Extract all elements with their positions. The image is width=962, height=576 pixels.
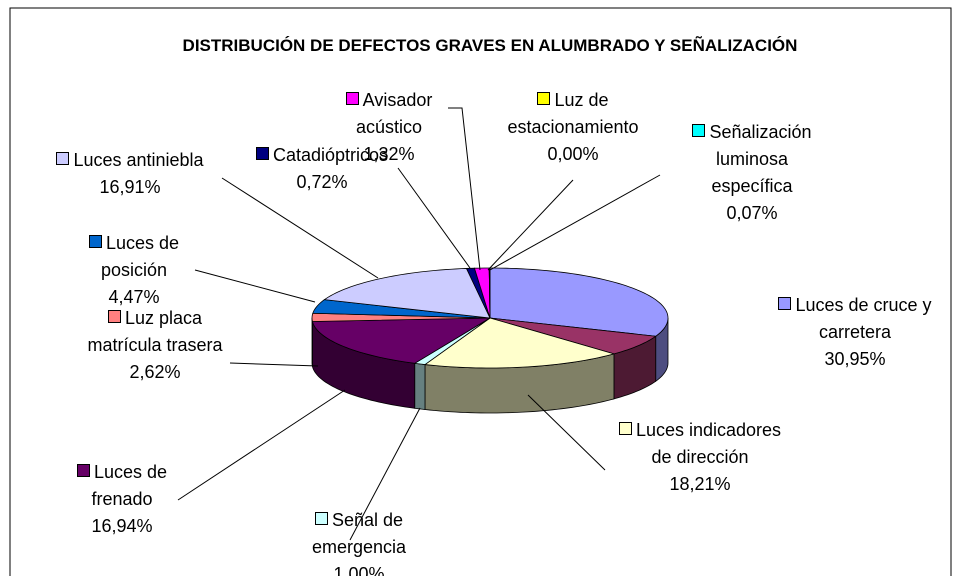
legend-key [88,235,102,248]
slice [489,317,657,355]
slice [323,268,491,319]
label-name: Luces de cruce y carretera [795,295,932,342]
data-label: Señal de emergencia 1,00% [284,507,434,576]
leader-line [177,389,346,501]
leader-line [229,362,319,367]
leader-line [194,269,316,303]
label-name: Luces antiniebla [73,150,204,170]
leader-line [221,177,379,279]
leader-line [349,407,421,541]
label-name: Avisador acústico [355,90,433,137]
leader-line [527,394,606,471]
data-label: Luces antiniebla 16,91% [32,147,228,201]
label-value: 1,32% [363,144,415,164]
label-value: 0,72% [296,172,348,192]
label-value: 2,62% [129,362,181,382]
label-value: 16,91% [99,177,161,197]
legend-key [778,297,792,310]
data-label: Avisador acústico 1,32% [333,87,445,168]
slice [423,317,616,369]
data-label: Catadióptricos 0,72% [224,142,420,196]
legend-key [107,310,121,323]
label-value: 4,47% [108,287,160,307]
data-label: Luz placa matrícula trasera 2,62% [80,305,230,386]
label-name: Luces de posición [100,233,180,280]
label-name: Luces indicadores de dirección [635,420,782,467]
label-value: 18,21% [669,474,731,494]
legend-key [692,124,706,137]
data-label: Luces indicadores de dirección 18,21% [612,417,788,498]
frame [9,7,952,576]
legend-key [255,147,269,160]
label-value: 1,00% [333,564,385,576]
data-label: Luz de estacionamiento 0,00% [480,87,666,168]
leader-line [487,179,574,271]
legend-key [56,152,70,165]
leader-line [448,107,481,271]
legend-key [345,92,359,105]
slice [489,267,669,337]
label-value: 0,07% [726,203,778,223]
label-name: Luz de estacionamiento [507,90,639,137]
label-name: Luz placa matrícula trasera [87,308,223,355]
legend-key [76,464,90,477]
label-value: 16,94% [91,516,153,536]
data-label: Luces de frenado 16,94% [52,459,192,540]
leader-line [397,167,471,269]
legend-key [537,92,551,105]
slice [311,317,492,364]
data-label: Luces de cruce y carretera 30,95% [770,292,940,373]
label-value: 30,95% [824,349,886,369]
label-name: Catadióptricos [272,145,389,165]
slice-side [414,362,426,410]
leader-line [489,174,661,271]
slice [311,312,491,322]
label-name: Luces de frenado [91,462,168,509]
label-name: Señalización luminosa específica [709,122,812,196]
data-label: Luces de posición 4,47% [72,230,196,311]
legend-key [314,512,328,525]
label-value: 0,00% [547,144,599,164]
legend-key [618,422,632,435]
chart-title: DISTRIBUCIÓN DE DEFECTOS GRAVES EN ALUMB… [182,36,798,55]
data-label: Señalización luminosa específica 0,07% [674,119,830,227]
label-name: Señal de emergencia [311,510,407,557]
